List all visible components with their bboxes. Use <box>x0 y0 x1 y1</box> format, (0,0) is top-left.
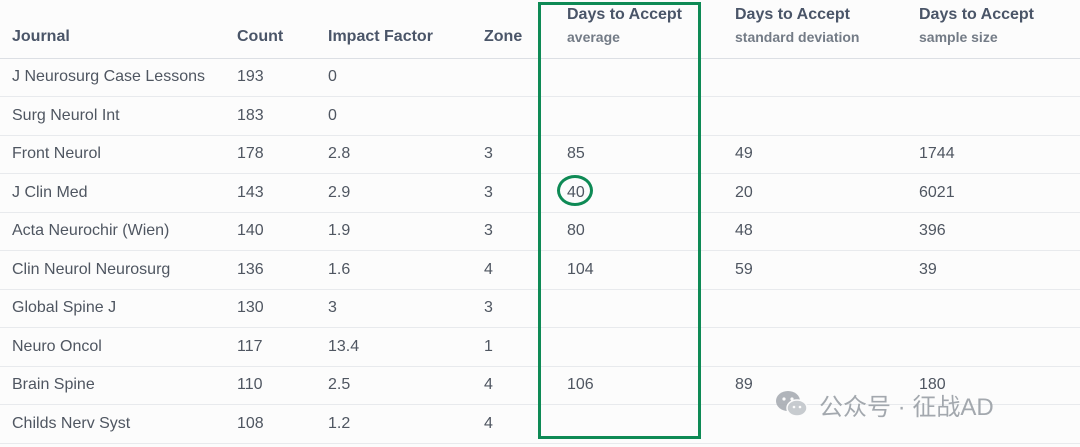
header-impact-factor[interactable]: Impact Factor <box>328 28 433 45</box>
table-row[interactable]: J Neurosurg Case Lessons 193 0 <box>0 58 1080 97</box>
zone-cell: 3 <box>484 222 493 239</box>
zone-cell: 4 <box>484 376 493 393</box>
days-average-cell: 40 <box>567 183 585 201</box>
count-cell: 140 <box>237 222 264 239</box>
count-cell: 193 <box>237 68 264 85</box>
zone-cell: 3 <box>484 299 493 316</box>
journal-cell: Front Neurol <box>12 145 101 162</box>
impact-factor-cell: 2.9 <box>328 183 351 201</box>
wechat-icon <box>776 391 808 417</box>
impact-factor-cell: 3 <box>328 299 337 316</box>
days-average-cell: 104 <box>567 260 594 278</box>
days-sd-cell: 89 <box>735 376 753 393</box>
days-average-cell: 106 <box>567 376 594 393</box>
header-days-n-title: Days to Accept <box>919 6 1034 23</box>
count-cell: 143 <box>237 183 264 201</box>
impact-factor-cell: 0 <box>328 68 337 85</box>
header-days-average[interactable]: Days to Accept average <box>567 6 682 45</box>
journal-cell: Childs Nerv Syst <box>12 414 131 432</box>
count-cell: 178 <box>237 145 264 162</box>
header-days-average-sub: average <box>567 29 620 45</box>
zone-cell: 3 <box>484 183 493 201</box>
zone-cell: 1 <box>484 337 493 355</box>
days-sd-cell: 49 <box>735 145 753 162</box>
days-sample-size-cell: 1744 <box>919 145 955 162</box>
table-row[interactable]: Childs Nerv Syst 108 1.2 4 <box>0 405 1080 444</box>
watermark: 公众号 · 征战AD <box>775 386 994 422</box>
zone-cell: 4 <box>484 260 493 278</box>
journal-cell: Global Spine J <box>12 299 117 316</box>
table-row[interactable]: Global Spine J 130 3 3 <box>0 289 1080 328</box>
journal-cell: J Clin Med <box>12 183 88 201</box>
days-sd-cell: 48 <box>735 222 753 239</box>
journal-cell: Clin Neurol Neurosurg <box>12 260 171 278</box>
zone-cell: 3 <box>484 145 493 162</box>
table-row[interactable]: Front Neurol 178 2.8 3 85 49 1744 <box>0 135 1080 174</box>
days-sd-cell: 59 <box>735 260 753 278</box>
watermark-text: 公众号 · 征战AD <box>819 393 994 421</box>
days-sample-size-cell: 39 <box>919 260 937 278</box>
header-zone[interactable]: Zone <box>484 28 523 45</box>
impact-factor-cell: 13.4 <box>328 337 360 355</box>
table-row[interactable]: Acta Neurochir (Wien) 140 1.9 3 80 48 396 <box>0 212 1080 251</box>
count-cell: 117 <box>237 337 263 355</box>
days-sample-size-cell: 396 <box>919 222 946 239</box>
table-row[interactable]: Clin Neurol Neurosurg 136 1.6 4 104 59 39 <box>0 251 1080 290</box>
journal-cell: Brain Spine <box>12 376 95 393</box>
days-average-cell: 80 <box>567 222 585 239</box>
count-cell: 130 <box>237 299 264 316</box>
table-row[interactable]: Neuro Oncol 117 13.4 1 <box>0 328 1080 367</box>
table-header: Journal Count Impact Factor Zone Days to… <box>0 0 1080 59</box>
header-count[interactable]: Count <box>237 28 284 45</box>
impact-factor-cell: 1.6 <box>328 260 351 278</box>
impact-factor-cell: 1.9 <box>328 222 351 239</box>
journal-cell: Surg Neurol Int <box>12 106 120 124</box>
count-cell: 108 <box>237 414 264 432</box>
days-sd-cell: 20 <box>735 183 753 201</box>
header-days-average-title: Days to Accept <box>567 6 682 23</box>
count-cell: 183 <box>237 106 264 124</box>
header-days-sd-title: Days to Accept <box>735 6 850 23</box>
table-row[interactable]: J Clin Med 143 2.9 3 40 20 6021 <box>0 174 1080 213</box>
impact-factor-cell: 0 <box>328 106 337 124</box>
count-cell: 136 <box>237 260 264 278</box>
table-row[interactable]: Surg Neurol Int 183 0 <box>0 97 1080 136</box>
journal-cell: J Neurosurg Case Lessons <box>12 68 205 85</box>
header-days-sd[interactable]: Days to Accept standard deviation <box>735 6 859 45</box>
count-cell: 110 <box>237 376 263 393</box>
days-average-cell: 85 <box>567 145 585 162</box>
journal-cell: Acta Neurochir (Wien) <box>12 222 170 239</box>
days-sample-size-cell: 6021 <box>919 183 955 201</box>
header-days-sample-size[interactable]: Days to Accept sample size <box>919 6 1034 45</box>
impact-factor-cell: 2.8 <box>328 145 351 162</box>
header-days-n-sub: sample size <box>919 29 998 45</box>
impact-factor-cell: 1.2 <box>328 414 351 432</box>
header-journal[interactable]: Journal <box>12 28 70 45</box>
journal-cell: Neuro Oncol <box>12 337 102 355</box>
days-sample-size-cell: 180 <box>919 376 946 393</box>
header-days-sd-sub: standard deviation <box>735 29 860 45</box>
zone-cell: 4 <box>484 414 493 432</box>
impact-factor-cell: 2.5 <box>328 376 351 393</box>
